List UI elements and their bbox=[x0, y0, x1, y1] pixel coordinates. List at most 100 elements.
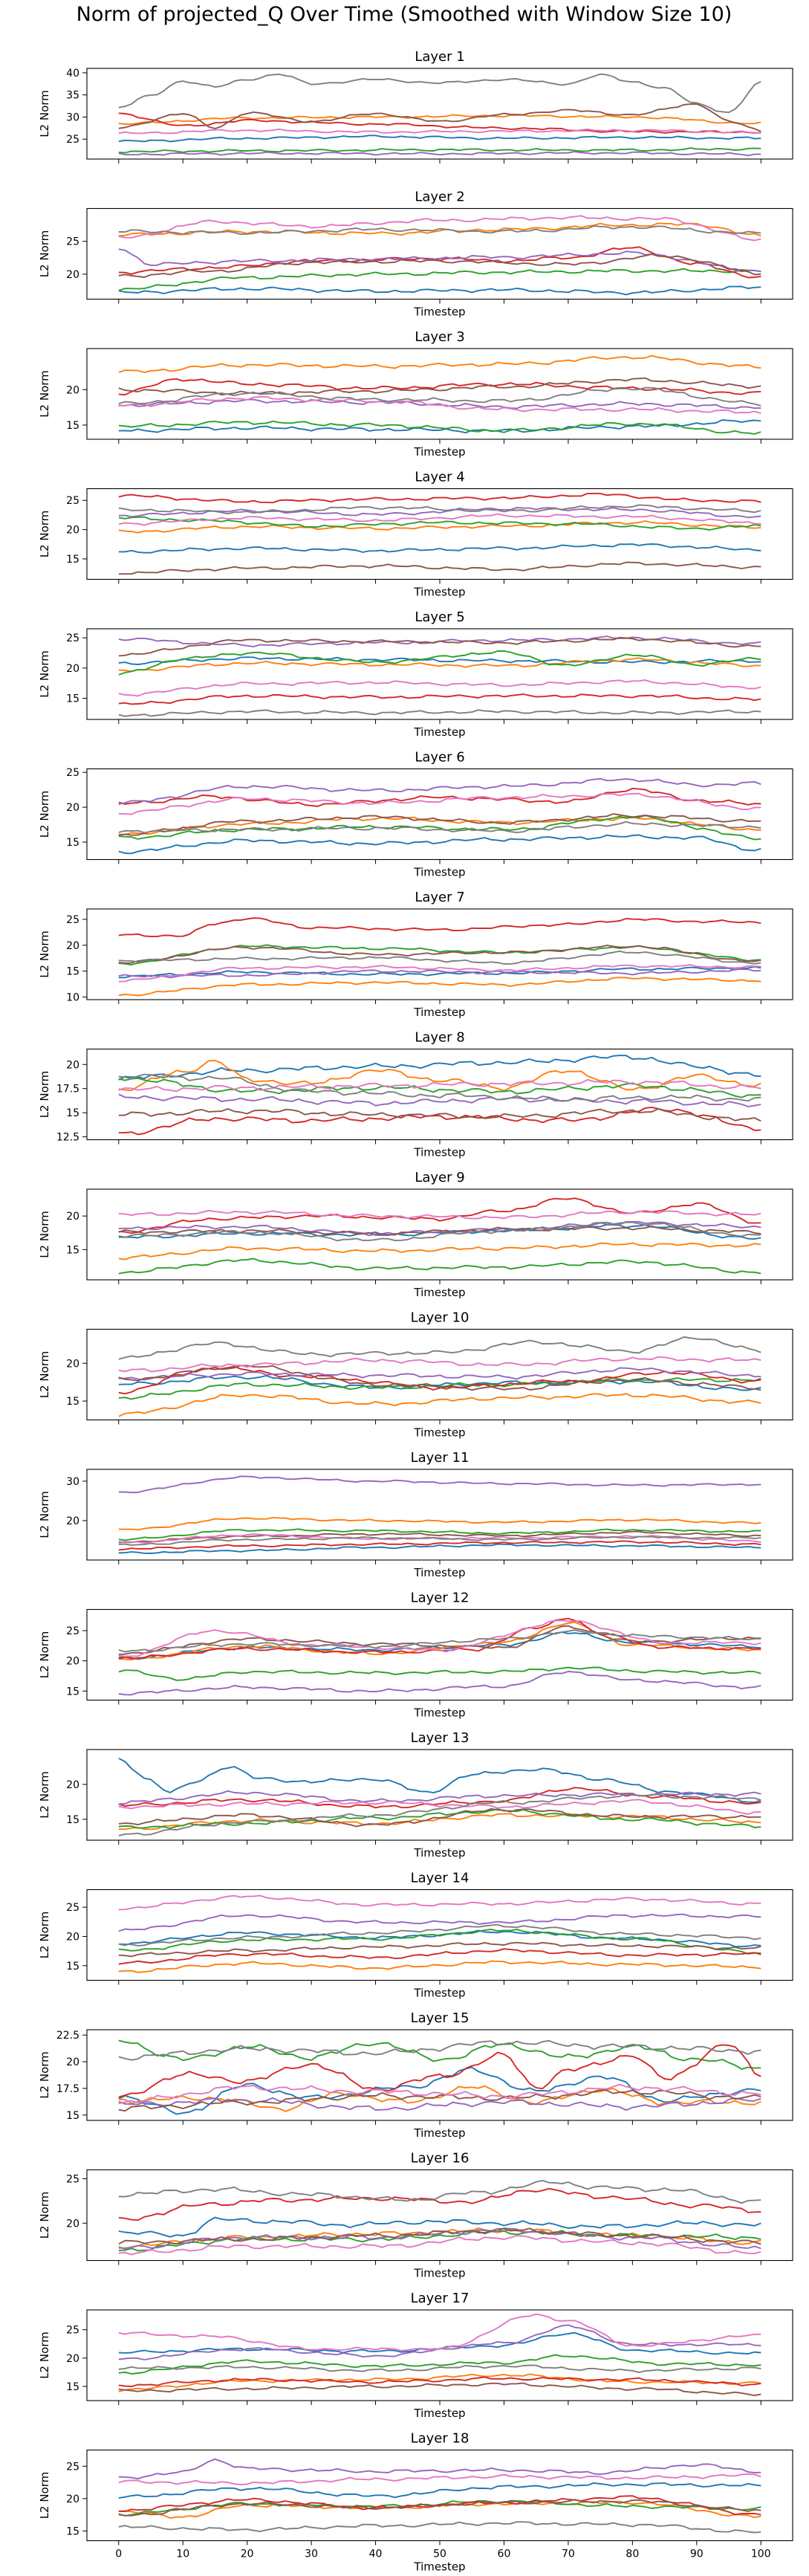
x-axis-label: Timestep bbox=[413, 445, 465, 459]
y-tick-label: 25 bbox=[66, 2461, 79, 2473]
series-line bbox=[118, 128, 761, 135]
series-line bbox=[118, 1960, 761, 1973]
subplot-title: Layer 17 bbox=[411, 2291, 470, 2306]
subplot-title: Layer 6 bbox=[415, 750, 464, 766]
series-line bbox=[118, 2179, 761, 2204]
x-axis-label: Timestep bbox=[413, 1146, 465, 1159]
y-tick-label: 20 bbox=[66, 1059, 79, 1071]
y-tick-label: 20 bbox=[66, 663, 79, 675]
subplot-layer-10: Layer 10 15 20 L2 Norm Timestep bbox=[38, 1310, 793, 1440]
x-axis-label: Timestep bbox=[413, 1426, 465, 1440]
series-line bbox=[118, 114, 761, 126]
series-group bbox=[118, 917, 761, 997]
series-line bbox=[118, 1941, 761, 1958]
series-line bbox=[118, 2187, 761, 2221]
y-tick-label: 20 bbox=[66, 1515, 79, 1527]
series-line bbox=[118, 792, 761, 815]
series-line bbox=[118, 917, 761, 938]
series-line bbox=[118, 1073, 761, 1102]
y-tick-label: 17.5 bbox=[56, 2083, 79, 2095]
x-axis-label: Timestep bbox=[413, 1006, 465, 1019]
y-tick-label: 15 bbox=[66, 1107, 79, 1119]
series-line bbox=[118, 1516, 761, 1531]
subplot-title: Layer 10 bbox=[411, 1310, 470, 1326]
series-line bbox=[118, 2083, 761, 2105]
y-tick-label: 15 bbox=[66, 2525, 79, 2537]
series-line bbox=[118, 709, 761, 717]
subplot-layer-1: Layer 1 25 30 35 40 L2 Norm bbox=[38, 49, 793, 164]
subplot-layer-3: Layer 3 15 20 L2 Norm Timestep bbox=[38, 329, 793, 459]
y-tick-label: 20 bbox=[66, 269, 79, 281]
y-tick-label: 25 bbox=[66, 1902, 79, 1914]
x-axis-label: Timestep bbox=[413, 866, 465, 879]
series-line bbox=[118, 355, 761, 374]
series-line bbox=[118, 2364, 761, 2374]
series-line bbox=[118, 977, 761, 997]
series-line bbox=[118, 420, 761, 435]
y-tick-label: 15 bbox=[66, 554, 79, 566]
y-tick-label: 20 bbox=[66, 2056, 79, 2068]
y-axis-label: L2 Norm bbox=[38, 1912, 51, 1959]
series-group bbox=[118, 2313, 761, 2397]
y-tick-label: 20 bbox=[66, 1358, 79, 1370]
subplot-title: Layer 8 bbox=[415, 1030, 464, 1046]
series-line bbox=[118, 813, 761, 836]
y-tick-label: 15 bbox=[66, 837, 79, 849]
x-tick-label: 10 bbox=[176, 2549, 189, 2560]
y-tick-label: 15 bbox=[66, 1244, 79, 1256]
x-tick-label: 20 bbox=[241, 2549, 254, 2560]
y-tick-label: 12.5 bbox=[56, 1132, 79, 1144]
series-line bbox=[118, 1671, 761, 1696]
series-line bbox=[118, 1106, 761, 1136]
subplot-title: Layer 2 bbox=[415, 190, 464, 205]
y-tick-label: 15 bbox=[66, 420, 79, 432]
subplot-layer-2: Layer 2 20 25 L2 Norm Timestep bbox=[38, 190, 793, 319]
series-line bbox=[118, 1799, 761, 1815]
series-line bbox=[118, 1108, 761, 1122]
series-line bbox=[118, 657, 761, 673]
series-line bbox=[118, 2089, 761, 2112]
series-line bbox=[118, 2495, 761, 2516]
x-axis-label: Timestep bbox=[413, 725, 465, 739]
y-tick-label: 25 bbox=[66, 914, 79, 926]
x-tick-label: 90 bbox=[690, 2549, 704, 2560]
y-tick-label: 17.5 bbox=[56, 1084, 79, 1096]
y-tick-label: 35 bbox=[66, 90, 79, 102]
series-line bbox=[118, 378, 761, 396]
y-tick-label: 15 bbox=[66, 1396, 79, 1408]
series-line bbox=[118, 1365, 761, 1391]
y-tick-label: 22.5 bbox=[56, 2030, 79, 2042]
subplot-title: Layer 15 bbox=[411, 2010, 470, 2026]
y-axis-label: L2 Norm bbox=[38, 2051, 51, 2099]
subplot-grid: Layer 1 25 30 35 40 L2 Norm Layer 2 20 25 L2 Norm… bbox=[38, 49, 793, 2574]
y-tick-label: 30 bbox=[66, 1476, 79, 1488]
series-group bbox=[118, 1055, 761, 1136]
y-axis-label: L2 Norm bbox=[38, 1211, 51, 1258]
series-line bbox=[118, 507, 761, 519]
series-line bbox=[118, 268, 761, 291]
series-line bbox=[118, 2235, 761, 2256]
subplot-layer-4: Layer 4 15 20 25 L2 Norm Timestep bbox=[38, 470, 793, 599]
series-group bbox=[118, 1617, 761, 1696]
series-line bbox=[118, 1055, 761, 1081]
series-line bbox=[118, 2216, 761, 2238]
series-line bbox=[118, 2382, 761, 2397]
series-line bbox=[118, 516, 761, 531]
series-line bbox=[118, 520, 761, 534]
series-line bbox=[118, 1540, 761, 1551]
series-group bbox=[118, 1757, 761, 1836]
series-line bbox=[118, 1375, 761, 1391]
series-line bbox=[118, 225, 761, 236]
series-line bbox=[118, 2044, 761, 2098]
y-axis-label: L2 Norm bbox=[38, 791, 51, 838]
subplot-title: Layer 12 bbox=[411, 1590, 470, 1606]
y-tick-label: 25 bbox=[66, 1625, 79, 1637]
x-axis-label: Timestep bbox=[413, 1286, 465, 1299]
y-tick-label: 30 bbox=[66, 111, 79, 123]
subplot-layer-15: Layer 15 15 17.5 20 22.5 L2 Norm Timestep bbox=[38, 2010, 793, 2140]
series-group bbox=[118, 777, 761, 855]
y-tick-label: 15 bbox=[66, 2110, 79, 2122]
series-line bbox=[118, 1535, 761, 1546]
series-group bbox=[118, 1894, 761, 1973]
